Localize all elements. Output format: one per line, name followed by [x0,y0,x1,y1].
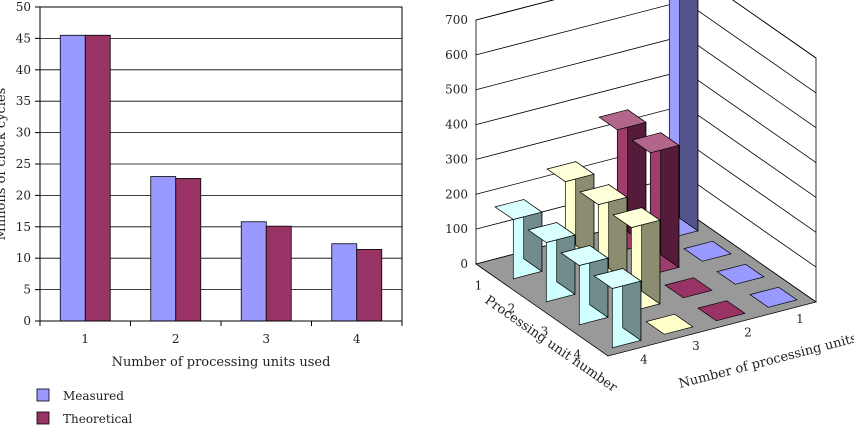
right-z-tick-label: 300 [445,152,468,166]
right-x-tick-label: 4 [574,348,582,362]
legend-label-measured: Measured [63,389,124,403]
left-bar-theoretical-1 [84,34,111,322]
right-z-tick-label: 400 [445,118,468,132]
left-y-tick-label: 15 [16,220,31,234]
legend-swatch-measured [36,388,50,402]
legend: Measured Theoretical [36,388,132,426]
left-x-tick-label: 1 [81,332,89,346]
left-bar-measured-4 [331,243,358,322]
left-y-axis-label: Millions of clock cycles [0,88,9,241]
left-y-tick-label: 50 [16,0,31,14]
right-z-tick-label: 700 [445,13,468,27]
right-z-tick-label: 500 [445,83,468,97]
left-bar-theoretical-2 [175,178,202,322]
left-x-tick-label: 3 [262,332,270,346]
left-bar-theoretical-3 [265,225,292,322]
bar-chart-cycles: 0 5 10 15 20 25 30 35 40 45 50 1 2 3 4 Millions of clo… [0,0,403,370]
left-x-tick-label: 2 [172,332,180,346]
left-y-tick-label: 20 [16,188,31,202]
right-tick-labels: 0 100 200 300 400 500 600 700 1 2 3 4 1 2 3 4 [445,13,804,366]
bar3d-unit4-used3 [645,313,694,335]
right-y-tick-label: 1 [796,312,804,326]
left-bars [59,34,383,322]
right-z-tick-label: 200 [445,187,468,201]
right-y-tick-label: 4 [640,352,648,366]
right-bars [494,0,798,349]
right-x-tick-label: 2 [508,302,516,316]
right-y-tick-label: 2 [744,325,752,339]
bar3d-unit3-used4 [560,244,609,326]
left-bar-measured-3 [240,221,267,322]
bar3d-unit4-used1 [749,286,798,308]
legend-swatch-theoretical [36,411,50,425]
right-z-tick-label: 0 [460,257,468,271]
left-bar-theoretical-4 [356,249,383,322]
left-x-axis-label: Number of processing units used [112,355,331,370]
right-x-tick-label: 3 [541,325,549,339]
left-bar-measured-2 [150,176,177,322]
left-y-tick-label: 10 [16,251,31,265]
left-bar-measured-1 [59,34,86,322]
right-x-tick-label: 1 [475,279,483,293]
right-gridline [475,0,817,59]
left-y-tick-label: 40 [16,63,31,77]
bar3d-unit3-used1 [716,263,765,285]
right-y-tick-label: 3 [692,339,700,353]
left-x-tick-label: 4 [353,332,361,346]
left-y-tick-label: 30 [16,126,31,140]
left-y-tick-label: 35 [16,94,31,108]
bar3d-unit3-used2 [664,277,713,299]
right-z-tick-label: 600 [445,48,468,62]
left-y-tick-label: 0 [23,314,31,328]
left-y-tick-label: 45 [16,31,31,45]
right-z-tick-label: 100 [445,222,468,236]
bar3d-unit4-used4 [593,267,642,349]
bar3d-unit4-used2 [697,300,746,322]
right-y-axis-label: Number of processing units used [677,322,854,392]
left-y-tick-label: 5 [23,283,31,297]
left-y-tick-label: 25 [16,157,31,171]
left-tick-labels: 0 5 10 15 20 25 30 35 40 45 50 1 2 3 4 [16,0,361,346]
bar3d-unit2-used1 [683,240,732,262]
legend-label-theoretical: Theoretical [63,412,132,426]
left-axes [35,6,403,326]
